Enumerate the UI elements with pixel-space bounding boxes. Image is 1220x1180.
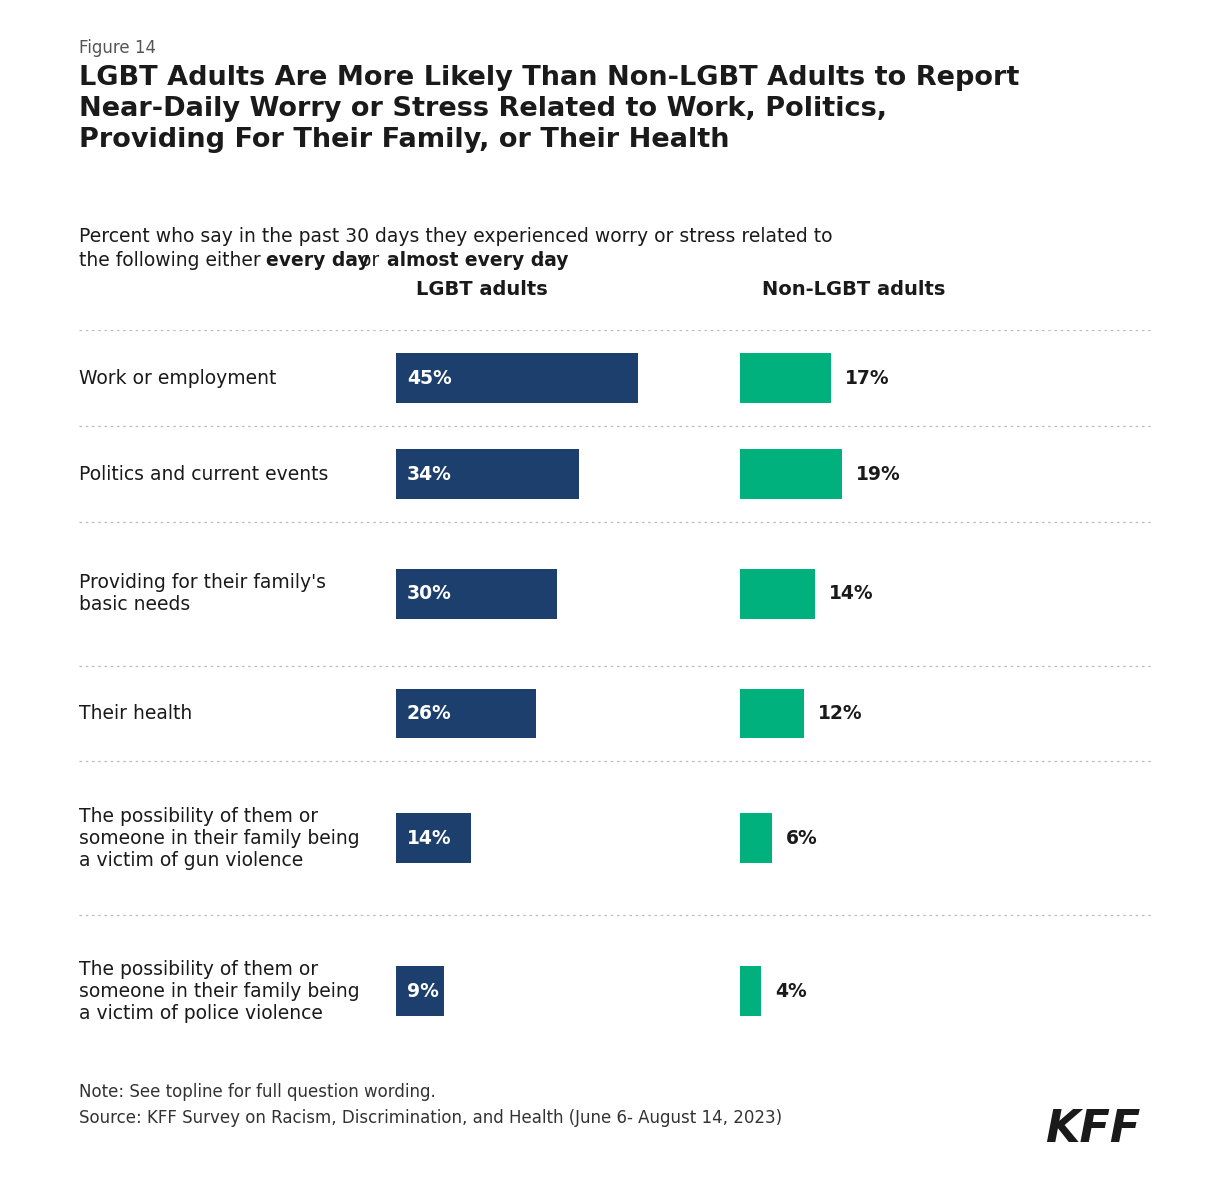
Bar <box>739 353 831 404</box>
Bar <box>396 569 558 618</box>
Text: Their health: Their health <box>79 704 193 723</box>
Bar <box>739 689 804 739</box>
Text: 4%: 4% <box>775 982 806 1001</box>
Text: 14%: 14% <box>406 828 451 847</box>
Text: Politics and current events: Politics and current events <box>79 465 328 484</box>
Text: 34%: 34% <box>406 465 451 484</box>
Text: 19%: 19% <box>855 465 900 484</box>
Bar <box>396 689 536 739</box>
Text: Source: KFF Survey on Racism, Discrimination, and Health (June 6- August 14, 202: Source: KFF Survey on Racism, Discrimina… <box>79 1109 782 1127</box>
Text: The possibility of them or
someone in their family being
a victim of gun violenc: The possibility of them or someone in th… <box>79 806 360 870</box>
Text: 30%: 30% <box>406 584 451 603</box>
Text: :: : <box>539 251 545 270</box>
Text: KFF: KFF <box>1046 1108 1141 1150</box>
Text: Percent who say in the past 30 days they experienced worry or stress related to: Percent who say in the past 30 days they… <box>79 227 833 245</box>
Text: 9%: 9% <box>406 982 439 1001</box>
Text: Note: See topline for full question wording.: Note: See topline for full question word… <box>79 1083 436 1101</box>
Bar <box>739 966 761 1016</box>
Text: the following either: the following either <box>79 251 267 270</box>
Bar <box>739 450 842 499</box>
Text: 26%: 26% <box>406 704 451 723</box>
Bar <box>739 569 815 618</box>
Bar <box>396 813 471 863</box>
Text: Providing for their family's
basic needs: Providing for their family's basic needs <box>79 573 326 615</box>
Text: 6%: 6% <box>786 828 817 847</box>
Bar <box>396 353 638 404</box>
Text: 17%: 17% <box>844 369 889 388</box>
Text: or: or <box>354 251 386 270</box>
Text: 12%: 12% <box>817 704 863 723</box>
Text: 45%: 45% <box>406 369 451 388</box>
Text: almost every day: almost every day <box>387 251 569 270</box>
Text: LGBT Adults Are More Likely Than Non-LGBT Adults to Report
Near-Daily Worry or S: LGBT Adults Are More Likely Than Non-LGB… <box>79 65 1020 153</box>
Text: Figure 14: Figure 14 <box>79 39 156 57</box>
Text: Work or employment: Work or employment <box>79 369 277 388</box>
Text: Non-LGBT adults: Non-LGBT adults <box>762 280 946 299</box>
Bar <box>739 813 772 863</box>
Text: LGBT adults: LGBT adults <box>416 280 548 299</box>
Bar <box>396 966 444 1016</box>
Bar <box>396 450 578 499</box>
Text: every day: every day <box>266 251 370 270</box>
Text: The possibility of them or
someone in their family being
a victim of police viol: The possibility of them or someone in th… <box>79 959 360 1023</box>
Text: 14%: 14% <box>828 584 874 603</box>
